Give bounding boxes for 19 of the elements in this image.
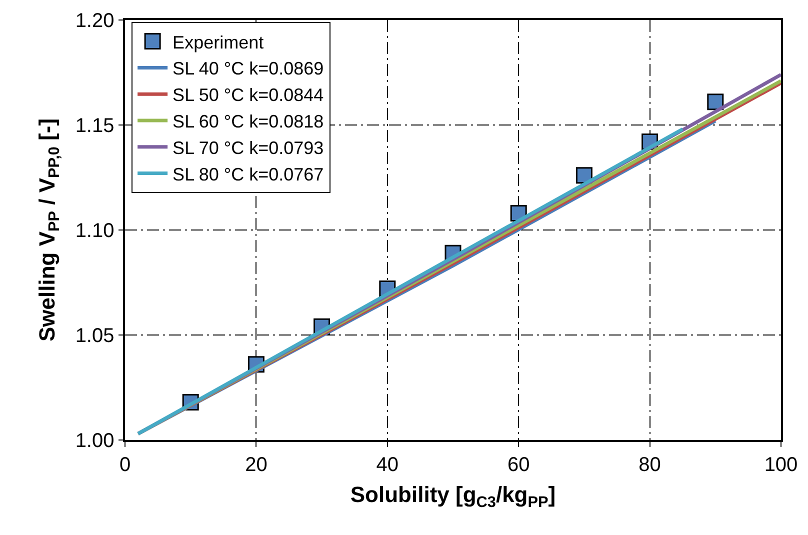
legend-label: SL 50 °C k=0.0844: [172, 85, 324, 106]
x-tick-label: 40: [376, 454, 399, 476]
y-tick-label: 1.15: [75, 115, 114, 137]
x-tick-label: 60: [507, 454, 530, 476]
x-tick-label: 100: [764, 454, 798, 476]
x-axis-title: Solubility [g$_{C3}$/kg$_{PP}$]: [350, 482, 556, 511]
x-tick-label: 20: [245, 454, 268, 476]
point: [707, 94, 724, 110]
y-tick-label: 1.05: [75, 325, 114, 347]
legend-label: Experiment: [172, 32, 264, 52]
x-tick-label: 80: [638, 454, 661, 476]
y-tick-label: 1.00: [75, 430, 114, 452]
legend-label: SL 80 °C k=0.0767: [172, 164, 324, 184]
legend-label: SL 40 °C k=0.0869: [172, 58, 324, 79]
x-tick-label: 0: [119, 454, 131, 476]
legend-label: SL 60 °C k=0.0818: [172, 112, 324, 132]
y-tick-label: 1.20: [75, 10, 114, 32]
y-tick-label: 1.10: [75, 220, 114, 242]
legend-label: SL 70 °C k=0.0793: [172, 138, 324, 158]
